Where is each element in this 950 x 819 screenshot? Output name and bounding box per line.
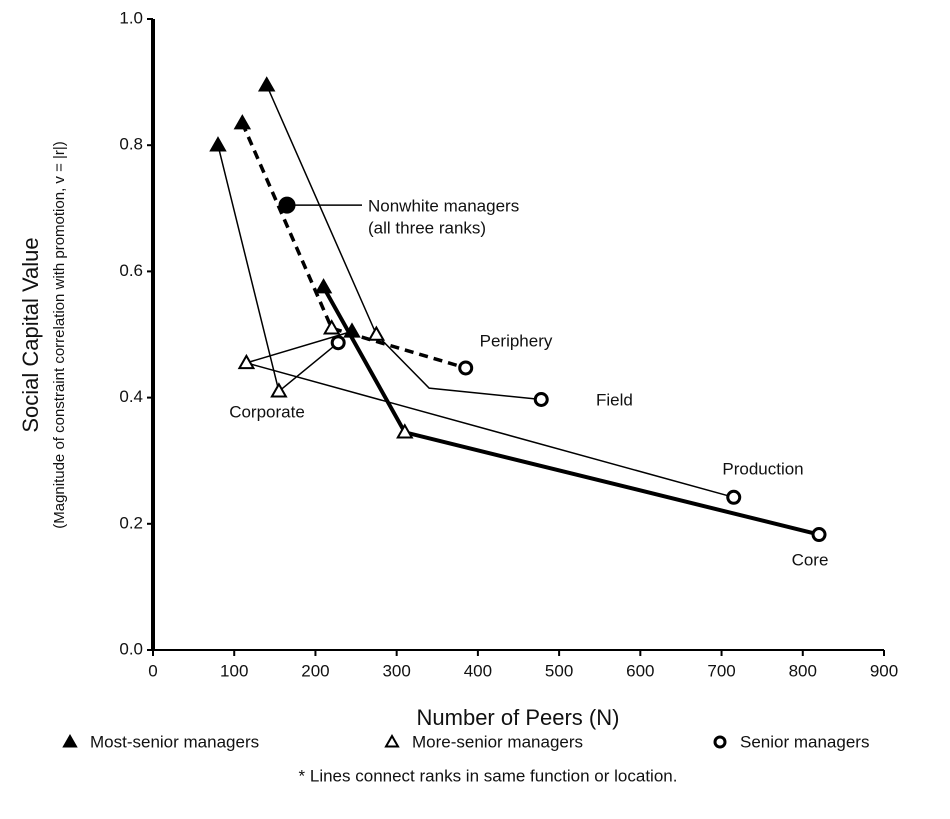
y-tick-label: 0.2 bbox=[119, 513, 143, 532]
line-label: Core bbox=[792, 550, 829, 569]
y-axis-label: Social Capital Value bbox=[18, 237, 43, 432]
annotation: Nonwhite managers bbox=[368, 196, 519, 215]
marker bbox=[533, 391, 549, 407]
connector-line bbox=[266, 84, 542, 401]
x-tick-label: 800 bbox=[789, 661, 817, 680]
line-label: Corporate bbox=[229, 402, 305, 421]
footnote: * Lines connect ranks in same function o… bbox=[299, 766, 678, 785]
x-tick-label: 300 bbox=[382, 661, 410, 680]
line-label: Field bbox=[596, 390, 633, 409]
y-tick-label: 1.0 bbox=[119, 8, 143, 27]
x-tick-label: 700 bbox=[707, 661, 735, 680]
marker bbox=[314, 278, 333, 294]
line-label: Periphery bbox=[480, 331, 553, 350]
y-axis-sublabel: (Magnitude of constraint correlation wit… bbox=[51, 141, 68, 529]
marker bbox=[322, 319, 341, 335]
marker bbox=[330, 335, 346, 351]
marker bbox=[811, 527, 827, 543]
x-tick-label: 500 bbox=[545, 661, 573, 680]
x-tick-label: 100 bbox=[220, 661, 248, 680]
connector-line bbox=[240, 122, 467, 370]
marker bbox=[270, 382, 288, 398]
y-tick-label: 0.6 bbox=[119, 261, 143, 280]
legend-label: Most-senior managers bbox=[90, 732, 259, 751]
y-tick-label: 0.4 bbox=[119, 387, 143, 406]
marker bbox=[458, 360, 474, 376]
connector-line bbox=[321, 286, 820, 537]
marker bbox=[384, 733, 400, 748]
connector-line bbox=[217, 145, 339, 393]
marker bbox=[237, 353, 256, 370]
x-tick-label: 0 bbox=[148, 661, 157, 680]
x-tick-label: 200 bbox=[301, 661, 329, 680]
marker bbox=[343, 322, 361, 338]
legend-label: Senior managers bbox=[740, 732, 869, 751]
marker bbox=[726, 489, 742, 505]
legend-label: More-senior managers bbox=[412, 732, 583, 751]
marker bbox=[209, 136, 227, 152]
marker bbox=[396, 423, 414, 439]
marker bbox=[713, 735, 727, 749]
y-tick-label: 0.0 bbox=[119, 639, 143, 658]
x-tick-label: 900 bbox=[870, 661, 898, 680]
line-label: Production bbox=[722, 459, 803, 478]
marker bbox=[62, 733, 78, 748]
x-tick-label: 600 bbox=[626, 661, 654, 680]
marker bbox=[257, 76, 276, 92]
marker bbox=[233, 114, 252, 130]
connector-line bbox=[243, 330, 734, 499]
marker bbox=[278, 196, 296, 214]
x-tick-label: 400 bbox=[464, 661, 492, 680]
marker bbox=[367, 325, 386, 341]
x-axis-label: Number of Peers (N) bbox=[417, 705, 620, 730]
annotation: (all three ranks) bbox=[368, 218, 486, 237]
y-tick-label: 0.8 bbox=[119, 135, 143, 154]
